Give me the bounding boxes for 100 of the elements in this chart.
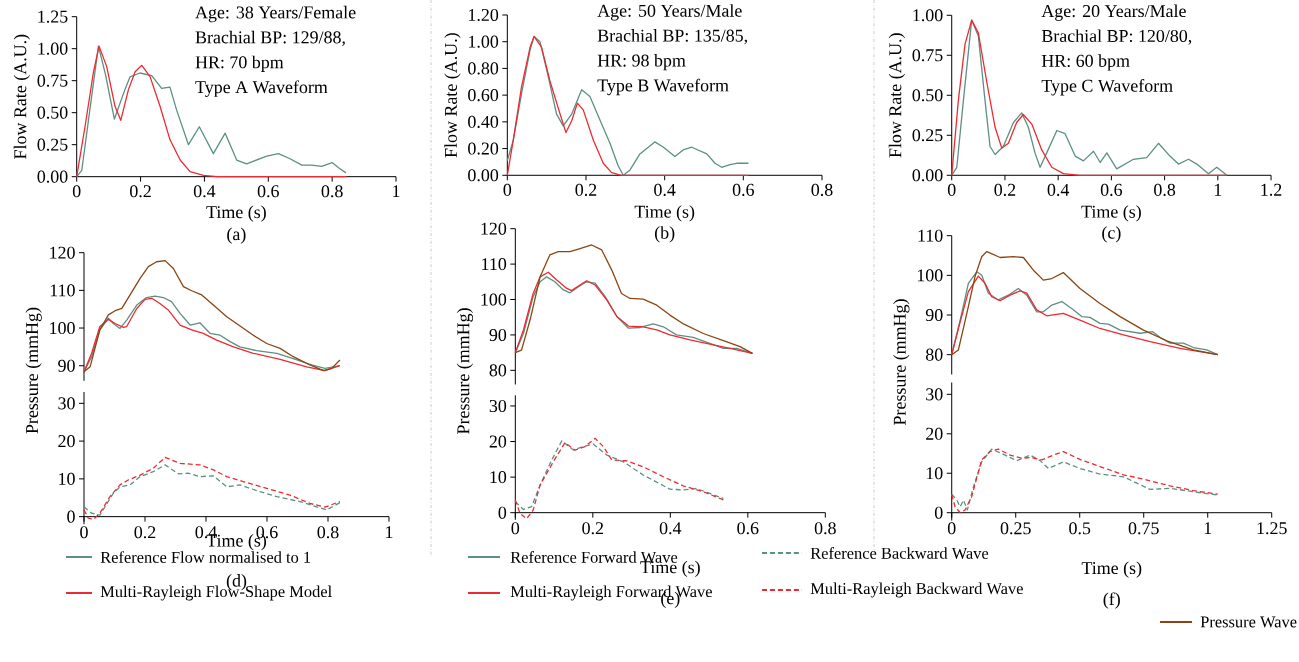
line-series xyxy=(83,464,341,516)
line-series xyxy=(514,244,754,354)
x-tick-label: 0.2 xyxy=(582,522,604,535)
y-tick-label: 20 xyxy=(489,435,507,448)
text: (f) xyxy=(1103,592,1120,609)
x-tick-label: 0.2 xyxy=(130,185,151,198)
x-tick-label: 0.75 xyxy=(1128,522,1159,535)
y-tick-label: 30 xyxy=(58,397,75,410)
y-tick-label: 20 xyxy=(926,427,943,440)
x-tick-label: 0.2 xyxy=(575,183,597,196)
annotation: Brachial BP: 135/85, xyxy=(597,29,747,45)
y-tick-label: 0 xyxy=(498,506,507,519)
x-axis-title: Time (s) xyxy=(1081,561,1142,578)
annotation: Brachial BP: 129/88, xyxy=(195,30,345,46)
annotation: HR: 60 bpm xyxy=(1041,54,1130,71)
legend-label: Reference Forward Wave xyxy=(510,551,678,563)
y-tick-label: 0.50 xyxy=(912,89,943,102)
x-tick-label: 0.2 xyxy=(994,183,1016,196)
x-tick-label: 0.2 xyxy=(134,526,156,539)
y-tick-label: 80 xyxy=(925,348,943,361)
y-tick-label: 90 xyxy=(925,308,943,322)
x-tick-label: 1.25 xyxy=(1257,522,1287,535)
y-tick-label: 110 xyxy=(918,229,943,242)
legend-label: Multi-Rayleigh Backward Wave xyxy=(810,582,1023,598)
x-tick-label: 0.6 xyxy=(1100,183,1123,196)
y-tick-label: 100 xyxy=(481,293,507,306)
line-series xyxy=(83,259,341,373)
x-tick-label: 0.4 xyxy=(654,183,676,196)
y-tick-label: 0.00 xyxy=(37,170,68,183)
y-tick-label: 100 xyxy=(917,269,943,282)
y-tick-label: 0.25 xyxy=(37,138,68,151)
x-axis-title: Time (s) xyxy=(634,205,695,222)
x-tick-label: 0 xyxy=(947,183,956,196)
x-tick-label: 1 xyxy=(393,185,400,198)
y-tick-label: 1.00 xyxy=(913,9,943,22)
y-tick-label: 90 xyxy=(489,328,507,341)
y-tick-label: 80 xyxy=(489,364,507,377)
y-tick-label: 0.25 xyxy=(912,129,943,142)
x-axis-title: Time (s) xyxy=(1081,205,1141,222)
x-tick-label: 0.4 xyxy=(193,185,216,198)
y-tick-label: 1.20 xyxy=(469,8,499,22)
y-tick-label: 0.20 xyxy=(468,142,499,155)
y-tick-label: 0.80 xyxy=(468,62,499,75)
y-tick-label: 120 xyxy=(481,222,507,235)
x-tick-label: 1 xyxy=(1204,522,1212,535)
x-tick-label: 0.8 xyxy=(814,522,836,535)
x-tick-label: 0.25 xyxy=(1000,522,1031,535)
line-series xyxy=(951,19,1228,176)
x-tick-label: 0.4 xyxy=(1047,183,1070,196)
y-tick-label: 0 xyxy=(934,506,943,519)
x-tick-label: 0.4 xyxy=(659,522,682,535)
x-tick-label: 0.6 xyxy=(257,185,279,198)
y-tick-label: 0.60 xyxy=(468,89,499,102)
y-tick-label: 10 xyxy=(59,472,75,485)
y-axis-title: Pressure (mmHg) xyxy=(456,308,474,434)
annotation: Type A Waveform xyxy=(195,80,328,97)
x-tick-label: 0.8 xyxy=(1154,183,1176,196)
annotation: Type B Waveform xyxy=(597,78,729,96)
annotation: Age: 20 Years/Male xyxy=(1041,4,1186,21)
y-tick-label: 10 xyxy=(926,467,943,480)
annotation: HR: 98 bpm xyxy=(597,53,686,71)
annotation: Age: 50 Years/Male xyxy=(597,4,742,21)
annotation: HR: 70 bpm xyxy=(195,55,284,72)
y-tick-label: 0.40 xyxy=(468,115,499,128)
y-axis-title: Pressure (mmHg) xyxy=(25,307,42,434)
text: (a) xyxy=(227,227,246,244)
y-tick-label: 110 xyxy=(50,284,75,297)
x-tick-label: 0.8 xyxy=(811,183,833,196)
x-tick-label: 0 xyxy=(947,522,956,535)
annotation: Type C Waveform xyxy=(1041,79,1173,96)
annotation: Age: 38 Years/Female xyxy=(195,5,356,23)
y-tick-label: 1.00 xyxy=(38,42,68,55)
x-tick-label: 0 xyxy=(511,522,520,535)
x-tick-label: 0.5 xyxy=(1069,522,1091,535)
y-tick-label: 0.00 xyxy=(912,169,943,182)
annotation: Brachial BP: 120/80, xyxy=(1041,29,1192,45)
line-series xyxy=(951,250,1219,356)
text: (c) xyxy=(1102,226,1121,243)
y-tick-label: 110 xyxy=(482,258,507,271)
y-tick-label: 0 xyxy=(67,510,75,523)
y-tick-label: 100 xyxy=(50,322,75,335)
y-axis-title: Flow Rate (A.U.) xyxy=(888,33,905,158)
x-tick-label: 0.8 xyxy=(321,185,343,198)
x-axis-title: Time (s) xyxy=(206,205,266,222)
y-tick-label: 0.50 xyxy=(37,106,68,119)
legend-label: Pressure Wave xyxy=(1200,616,1297,628)
y-tick-label: 20 xyxy=(58,435,75,448)
y-tick-label: 1.25 xyxy=(38,10,68,23)
x-tick-label: 1 xyxy=(386,526,393,538)
line-series xyxy=(83,456,341,520)
y-tick-label: 120 xyxy=(50,246,75,259)
y-tick-label: 1.00 xyxy=(469,35,499,48)
x-tick-label: 0.6 xyxy=(732,183,755,196)
y-tick-label: 0.00 xyxy=(468,169,499,182)
x-axis-title: Time (s) xyxy=(640,560,700,577)
y-tick-label: 30 xyxy=(926,388,943,401)
y-tick-label: 10 xyxy=(490,471,507,484)
x-tick-label: 0.6 xyxy=(737,522,759,535)
x-tick-label: 1.2 xyxy=(1261,183,1282,196)
y-axis-title: Pressure (mmHg) xyxy=(893,299,910,425)
